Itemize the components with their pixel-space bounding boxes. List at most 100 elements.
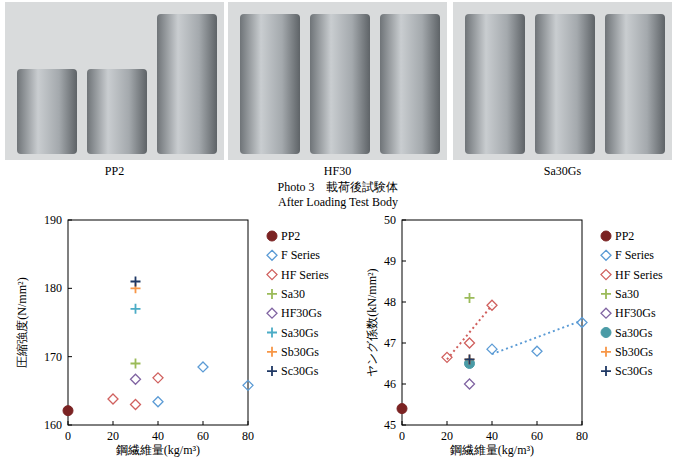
data-point	[532, 346, 542, 356]
legend-label: HF30Gs	[615, 306, 656, 320]
tick-mark	[113, 421, 114, 425]
y-tick-label: 48	[384, 295, 396, 309]
legend-marker	[267, 231, 277, 241]
legend-marker	[267, 347, 277, 357]
data-point	[465, 354, 475, 364]
x-axis-title: 鋼繊維量(kg/m³)	[116, 443, 200, 457]
tick-mark	[68, 220, 72, 221]
y-tick-label: 45	[384, 418, 396, 432]
data-point	[131, 400, 141, 410]
legend-label: Sb30Gs	[281, 345, 319, 359]
tick-mark	[402, 343, 406, 344]
data-point	[153, 397, 163, 407]
legend-label: Sc30Gs	[281, 364, 319, 378]
data-point	[131, 359, 141, 369]
x-tick-label: 20	[441, 429, 453, 443]
tick-mark	[68, 421, 69, 425]
specimen	[380, 14, 440, 154]
specimen	[87, 69, 147, 154]
y-tick-label: 180	[44, 281, 62, 295]
data-point	[577, 318, 587, 328]
legend-marker	[267, 366, 277, 376]
tick-mark	[537, 421, 538, 425]
x-tick-label: 40	[486, 429, 498, 443]
tick-mark	[158, 421, 159, 425]
tick-mark	[402, 220, 406, 221]
caption-en: After Loading Test Body	[278, 195, 398, 209]
specimen	[535, 14, 595, 154]
specimen	[17, 69, 77, 154]
y-tick-label: 170	[44, 350, 62, 364]
legend-marker	[267, 270, 277, 280]
data-point	[487, 300, 497, 310]
x-tick-label: 60	[531, 429, 543, 443]
y-tick-label: 46	[384, 377, 396, 391]
data-point	[397, 404, 407, 414]
y-tick-label: 49	[384, 254, 396, 268]
legend-marker	[601, 308, 611, 318]
legend-marker	[601, 347, 611, 357]
legend-marker	[267, 328, 277, 338]
legend-marker	[601, 231, 611, 241]
caption: Photo 3 載荷後試験体	[277, 180, 398, 194]
x-tick-label: 20	[107, 429, 119, 443]
legend-label: PP2	[615, 229, 634, 243]
x-tick-label: 80	[576, 429, 588, 443]
tick-mark	[402, 425, 406, 426]
tick-mark	[203, 421, 204, 425]
x-tick-label: 0	[399, 429, 405, 443]
trend-line	[492, 320, 582, 354]
plot-area	[63, 277, 253, 416]
trend-line	[447, 305, 492, 359]
data-point	[131, 374, 141, 384]
tick-mark	[402, 261, 406, 262]
tick-mark	[68, 288, 72, 289]
page: PP2 HF30 Sa30Gs Photo 3 載荷後試験体After Loading…	[0, 0, 677, 461]
data-point	[442, 352, 452, 362]
legend-marker	[601, 270, 611, 280]
plot-frame	[402, 220, 582, 425]
x-tick-label: 60	[197, 429, 209, 443]
y-tick-label: 190	[44, 213, 62, 227]
data-point	[465, 338, 475, 348]
photo-label: HF30	[324, 164, 351, 178]
tick-mark	[402, 421, 403, 425]
legend-label: Sa30Gs	[281, 326, 319, 340]
tick-mark	[582, 421, 583, 425]
data-point	[465, 354, 475, 364]
x-axis-title: 鋼繊維量(kg/m³)	[450, 443, 534, 457]
legend-marker	[601, 250, 611, 260]
y-axis-title: ヤング係数(kN/mm²)	[365, 268, 379, 376]
legend-label: Sa30Gs	[615, 326, 653, 340]
y-tick-label: 47	[384, 336, 396, 350]
tick-mark	[402, 302, 406, 303]
data-point	[131, 304, 141, 314]
x-tick-label: 80	[242, 429, 254, 443]
chart: 45 46 47 48 49 50 0 20 40 60 80 鋼繊維量(kg/m³) ヤング係数(kN…	[365, 213, 663, 457]
legend-label: HF Series	[281, 268, 329, 282]
legend-marker	[601, 366, 611, 376]
data-point	[153, 373, 163, 383]
photo-panel	[228, 2, 447, 160]
legend-label: Sb30Gs	[615, 345, 653, 359]
legend-label: PP2	[281, 229, 300, 243]
chart: 160170180190020406080鋼繊維量(kg/m³)圧縮強度(N/m…	[15, 213, 329, 457]
specimen	[465, 14, 525, 154]
data-point	[63, 406, 73, 416]
tick-mark	[248, 421, 249, 425]
data-point	[131, 277, 141, 287]
plot-frame	[68, 220, 248, 425]
data-point	[487, 344, 497, 354]
legend-marker	[267, 308, 277, 318]
y-tick-label: 50	[384, 213, 396, 227]
legend-marker	[267, 250, 277, 260]
x-tick-label: 40	[152, 429, 164, 443]
specimen	[157, 14, 217, 154]
legend: PP2F SeriesHF SeriesSa30HF30GsSa30GsSb30…	[601, 229, 663, 378]
y-axis-title: 圧縮強度(N/mm²)	[15, 277, 29, 367]
legend-label: Sa30	[615, 287, 639, 301]
data-point	[243, 380, 253, 390]
specimen	[240, 14, 300, 154]
data-point	[465, 379, 475, 389]
legend-marker	[601, 328, 611, 338]
